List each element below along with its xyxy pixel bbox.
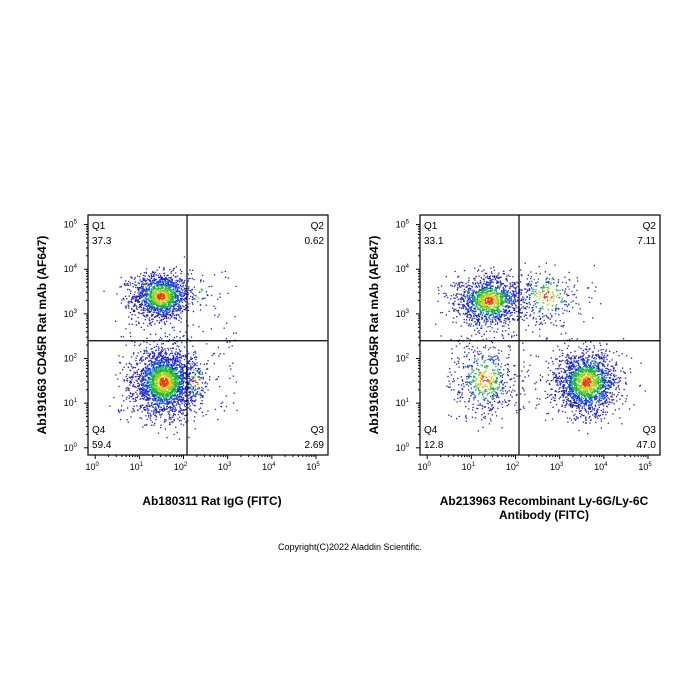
x-tick-label: 102 [174, 462, 188, 472]
x-tick-label: 100 [86, 462, 100, 472]
y-tick-label: 104 [64, 264, 78, 274]
event-dots [435, 262, 646, 435]
quadrant-value: 59.4 [92, 440, 112, 451]
y-tick-label: 103 [64, 309, 78, 319]
quadrant-id: Q3 [311, 425, 325, 436]
axis-ticks [416, 224, 649, 459]
x-tick-label: 105 [306, 462, 320, 472]
quadrant-value: 47.0 [637, 440, 657, 451]
quadrant-id: Q2 [311, 221, 325, 232]
y-tick-label: 100 [64, 443, 78, 453]
x-tick-label: 102 [506, 462, 520, 472]
x-tick-label: 103 [550, 462, 564, 472]
y-tick-label: 101 [396, 398, 410, 408]
quadrant-id: Q1 [92, 221, 106, 232]
quadrant-value: 2.69 [305, 440, 325, 451]
x-tick-label: 101 [130, 462, 144, 472]
quadrant-id: Q1 [424, 221, 438, 232]
plot-frame [419, 214, 661, 456]
x-axis-title: Ab180311 Rat IgG (FITC) [142, 494, 281, 508]
x-tick-label: 105 [638, 462, 652, 472]
x-tick-label: 101 [462, 462, 476, 472]
x-tick-label: 104 [262, 462, 276, 472]
y-tick-label: 101 [64, 398, 78, 408]
y-tick-label: 103 [396, 309, 410, 319]
y-tick-label: 102 [64, 354, 78, 364]
axis-ticks [84, 224, 317, 459]
event-dots [103, 256, 238, 440]
y-axis-title: Ab191663 CD45R Rat mAb (AF647) [35, 236, 49, 435]
quadrant-id: Q3 [643, 425, 657, 436]
quadrant-value: 0.62 [305, 236, 325, 247]
x-tick-label: 104 [594, 462, 608, 472]
x-axis-title: Ab213963 Recombinant Ly-6G/Ly-6C Antibody… [440, 494, 649, 522]
quadrant-value: 7.11 [637, 236, 656, 247]
x-tick-label: 100 [418, 462, 432, 472]
y-axis-title: Ab191663 CD45R Rat mAb (AF647) [367, 236, 381, 435]
plot-frame [87, 214, 329, 456]
right-flow-plot: 100 101 102 103 104 105 100 101 102 103 104 105 Q1 33… [367, 214, 661, 522]
y-tick-label: 105 [64, 220, 78, 230]
y-tick-label: 104 [396, 264, 410, 274]
x-tick-label: 103 [218, 462, 232, 472]
quadrant-id: Q4 [92, 425, 106, 436]
y-tick-label: 102 [396, 354, 410, 364]
quadrant-id: Q2 [643, 221, 657, 232]
y-tick-label: 100 [396, 443, 410, 453]
left-flow-plot: 100 101 102 103 104 105 100 101 102 103 104 105 Q1 37… [35, 214, 329, 508]
quadrant-value: 37.3 [92, 236, 112, 247]
quadrant-value: 33.1 [424, 236, 444, 247]
quadrant-id: Q4 [424, 425, 438, 436]
quadrant-value: 12.8 [424, 440, 444, 451]
copyright-notice: Copyright(C)2022 Aladdin Scientific. [277, 542, 423, 552]
y-tick-label: 105 [396, 220, 410, 230]
